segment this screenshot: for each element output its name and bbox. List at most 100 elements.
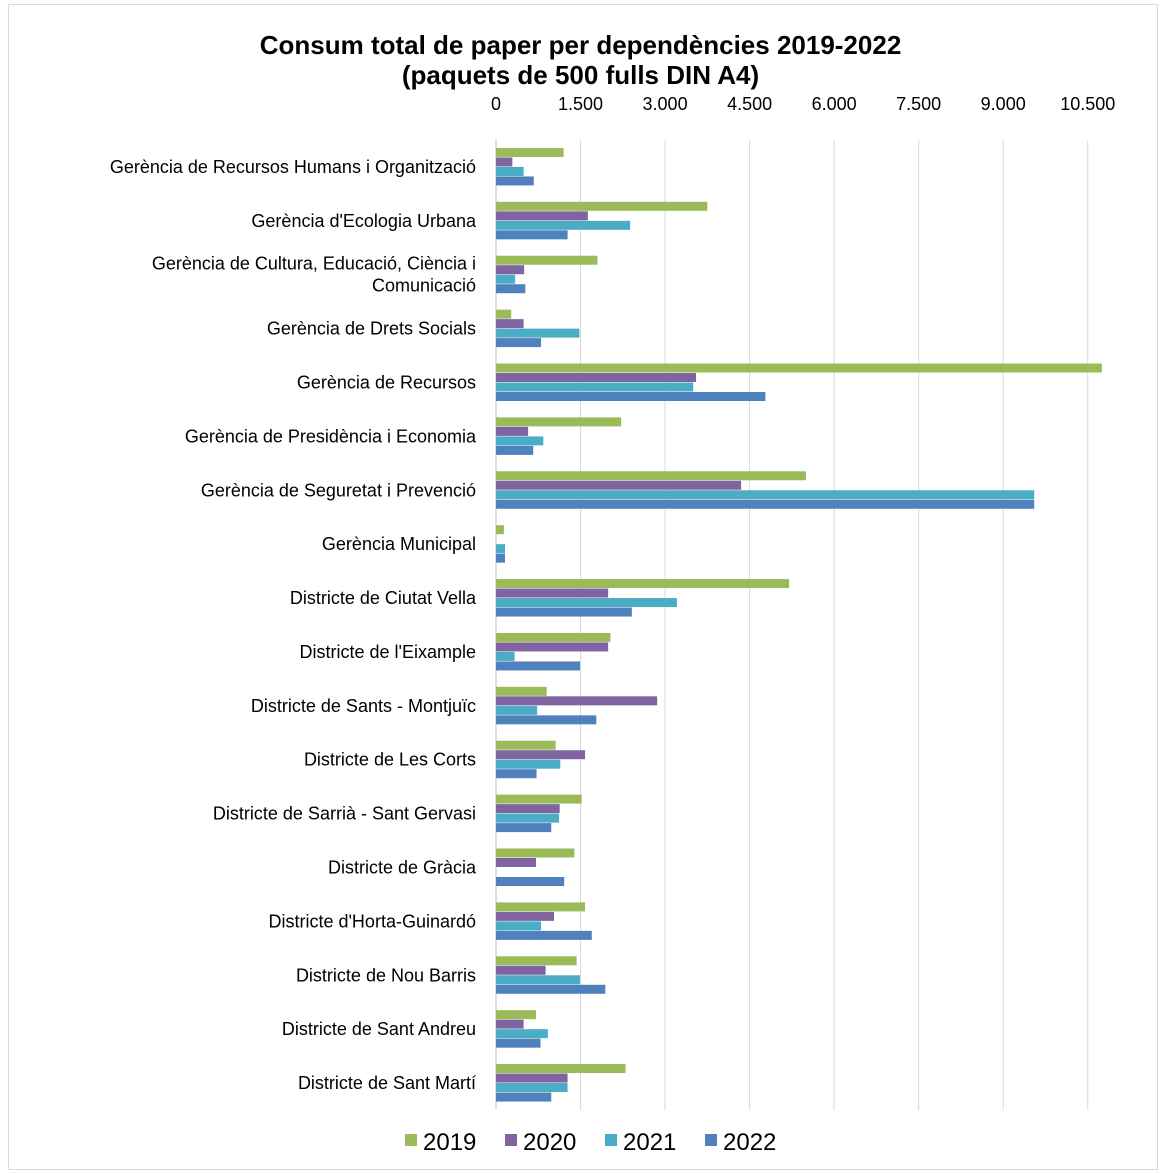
bar-2022 (496, 176, 534, 186)
category-label: Districte de Sarrià - Sant Gervasi (213, 804, 476, 824)
bar-2019 (496, 201, 708, 211)
chart-title-line-1: Consum total de paper per dependències 2… (259, 30, 902, 60)
x-tick-label: 4.500 (727, 94, 772, 114)
category-label: Districte de Nou Barris (296, 965, 476, 985)
bar-2022 (496, 230, 568, 240)
category-label: Districte de Sants - Montjuïc (251, 696, 476, 716)
bar-2020 (496, 373, 697, 382)
bar-2019 (496, 147, 564, 157)
bar-2020 (496, 588, 609, 598)
bar-2020 (496, 211, 588, 221)
bar-2021 (496, 975, 580, 985)
bar-2021 (496, 220, 631, 230)
bar-2022 (496, 930, 592, 940)
category-label: Districte de Sant Martí (298, 1073, 476, 1093)
category-label: Districte de l'Eixample (300, 642, 477, 662)
bar-2020 (496, 480, 742, 490)
bar-2020 (496, 965, 546, 975)
bar-2019 (496, 579, 790, 589)
bar-2019 (496, 255, 598, 265)
bar-2021 (496, 1083, 568, 1093)
bar-2022 (496, 338, 542, 348)
bar-2019 (496, 848, 575, 858)
category-label: Districte d'Horta-Guinardó (268, 911, 476, 931)
bar-2019 (496, 902, 586, 912)
bar-2020 (496, 265, 525, 275)
bar-2019 (496, 686, 547, 696)
bar-2020 (496, 1019, 524, 1029)
category-label: Gerència Municipal (322, 534, 476, 554)
category-label: Gerència d'Ecologia Urbana (251, 211, 477, 231)
bar-2020 (496, 696, 658, 706)
bar-2021 (496, 813, 560, 823)
legend-label-2022: 2022 (723, 1129, 776, 1156)
legend-label-2020: 2020 (523, 1129, 576, 1156)
x-tick-label: 0 (491, 94, 501, 114)
bar-2022 (496, 499, 1035, 509)
bar-2022 (496, 1092, 552, 1102)
bar-2019 (496, 632, 611, 642)
bar-2021 (496, 1029, 548, 1039)
x-tick-label: 7.500 (896, 94, 941, 114)
bar-2021 (496, 921, 542, 931)
bar-2021 (496, 759, 561, 769)
bar-2019 (496, 956, 577, 966)
bar-2021 (496, 166, 524, 176)
bar-2022 (496, 553, 506, 563)
bar-2020 (496, 911, 555, 921)
x-tick-label: 9.000 (981, 94, 1026, 114)
category-label: Gerència de Cultura, Educació, Ciència i (152, 254, 476, 274)
bar-2019 (496, 363, 1102, 373)
bar-2019 (496, 417, 622, 427)
x-tick-label: 10.500 (1060, 94, 1115, 114)
bar-2020 (496, 1073, 568, 1083)
chart-title-line-2: (paquets de 500 fulls DIN A4) (401, 60, 760, 90)
bar-2021 (496, 490, 1035, 500)
category-label: Districte de Gràcia (328, 858, 477, 878)
bar-2020 (496, 858, 537, 867)
bar-2019 (496, 740, 556, 750)
category-label: Gerència de Presidència i Economia (185, 426, 477, 446)
bar-2022 (496, 877, 565, 886)
x-tick-label: 6.000 (812, 94, 857, 114)
legend-swatch-2021 (605, 1134, 617, 1146)
category-label: Gerència de Recursos (297, 373, 476, 393)
legend-label-2021: 2021 (623, 1129, 676, 1156)
bar-2022 (496, 715, 597, 725)
category-label: Comunicació (372, 276, 476, 296)
bar-2021 (496, 328, 580, 338)
bar-2022 (496, 661, 580, 671)
bar-2021 (496, 651, 515, 661)
legend-swatch-2019 (405, 1134, 417, 1146)
bar-2020 (496, 426, 529, 436)
bar-2021 (496, 382, 694, 392)
bar-2022 (496, 284, 526, 294)
bar-2022 (496, 823, 552, 833)
legend-swatch-2022 (705, 1134, 717, 1146)
bar-2020 (496, 750, 586, 760)
legend-label-2019: 2019 (423, 1129, 476, 1156)
category-label: Districte de Les Corts (304, 750, 476, 770)
bar-2021 (496, 598, 677, 608)
category-label: Gerència de Recursos Humans i Organitzac… (110, 157, 476, 177)
bar-2020 (496, 319, 524, 329)
x-tick-label: 3.000 (643, 94, 688, 114)
x-tick-label: 1.500 (558, 94, 603, 114)
category-label: Districte de Sant Andreu (282, 1019, 476, 1039)
bar-2022 (496, 445, 534, 455)
category-label: Gerència de Drets Socials (267, 319, 476, 339)
category-label: Districte de Ciutat Vella (290, 588, 477, 608)
bar-2022 (496, 769, 537, 779)
bar-2020 (496, 157, 513, 167)
legend-swatch-2020 (505, 1134, 517, 1146)
bar-2021 (496, 436, 544, 446)
bar-2019 (496, 1064, 626, 1074)
bar-2021 (496, 274, 516, 284)
bar-2019 (496, 525, 504, 535)
bar-2021 (496, 705, 538, 715)
bar-2020 (496, 804, 560, 814)
bar-2022 (496, 607, 632, 617)
bar-2019 (496, 794, 582, 804)
bar-2022 (496, 392, 766, 401)
